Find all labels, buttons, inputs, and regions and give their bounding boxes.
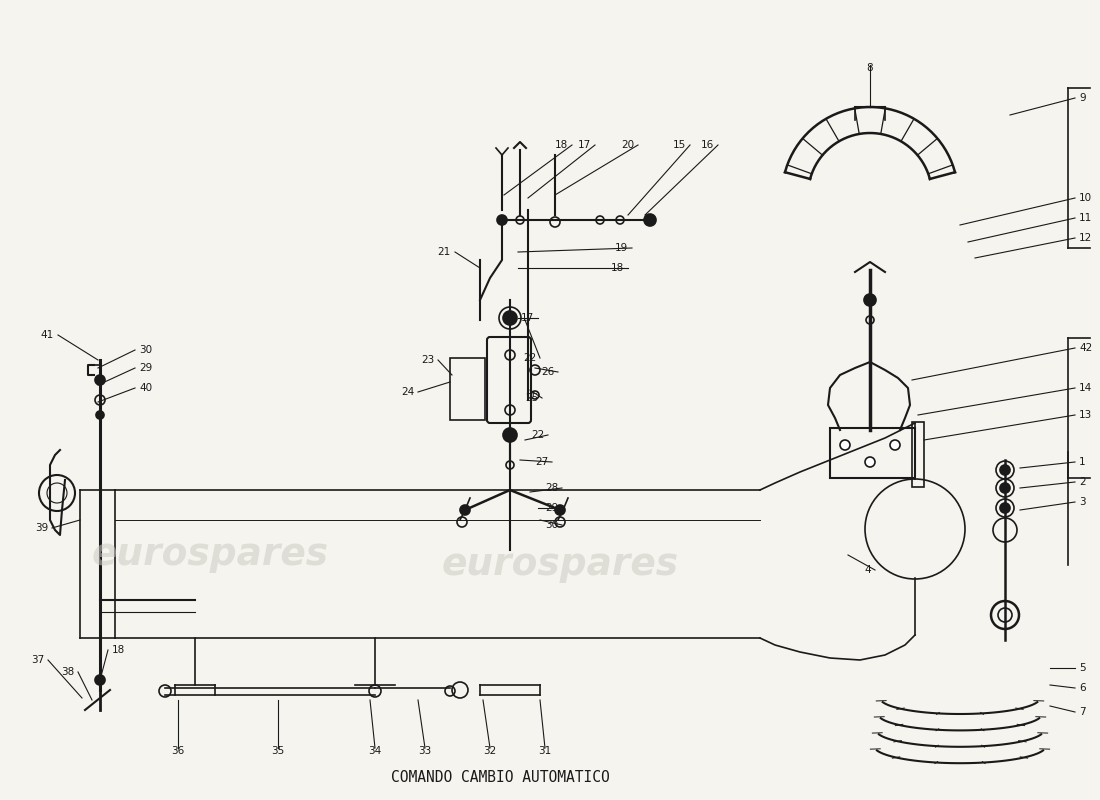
Text: 1: 1 [1079, 457, 1086, 467]
Text: 16: 16 [701, 140, 714, 150]
Text: 18: 18 [610, 263, 624, 273]
Circle shape [1000, 465, 1010, 475]
Text: 23: 23 [420, 355, 434, 365]
Text: 19: 19 [615, 243, 628, 253]
Text: 39: 39 [35, 523, 48, 533]
Text: 32: 32 [483, 746, 496, 756]
Circle shape [95, 675, 104, 685]
Text: 40: 40 [139, 383, 152, 393]
Text: 15: 15 [673, 140, 686, 150]
Text: eurospares: eurospares [441, 547, 679, 583]
Text: 31: 31 [538, 746, 551, 756]
Text: 34: 34 [368, 746, 382, 756]
Text: 22: 22 [522, 353, 536, 363]
Text: 10: 10 [1079, 193, 1092, 203]
Text: 25: 25 [525, 393, 538, 403]
Text: 17: 17 [578, 140, 591, 150]
Text: 22: 22 [530, 430, 544, 440]
Text: 18: 18 [554, 140, 568, 150]
Circle shape [497, 215, 507, 225]
Text: 17: 17 [520, 313, 534, 323]
Bar [912, 422, 924, 487]
Text: 38: 38 [60, 667, 74, 677]
Bar [830, 428, 915, 478]
Circle shape [556, 505, 565, 515]
Text: COMANDO CAMBIO AUTOMATICO: COMANDO CAMBIO AUTOMATICO [392, 770, 609, 785]
Circle shape [1000, 483, 1010, 493]
Text: 4: 4 [865, 565, 871, 575]
Text: 18: 18 [112, 645, 125, 655]
Text: 6: 6 [1079, 683, 1086, 693]
Text: 36: 36 [172, 746, 185, 756]
Text: 37: 37 [31, 655, 44, 665]
Text: 30: 30 [139, 345, 152, 355]
Circle shape [1000, 503, 1010, 513]
Text: 24: 24 [400, 387, 414, 397]
Text: 26: 26 [541, 367, 554, 377]
Text: 30: 30 [544, 520, 558, 530]
Circle shape [644, 214, 656, 226]
Circle shape [96, 411, 104, 419]
Circle shape [890, 440, 900, 450]
Circle shape [503, 311, 517, 325]
Text: 29: 29 [544, 503, 558, 513]
Circle shape [95, 375, 104, 385]
Circle shape [460, 505, 470, 515]
Circle shape [864, 294, 876, 306]
Text: 13: 13 [1079, 410, 1092, 420]
Circle shape [840, 440, 850, 450]
Text: 3: 3 [1079, 497, 1086, 507]
Text: 41: 41 [41, 330, 54, 340]
Text: 29: 29 [139, 363, 152, 373]
Text: 8: 8 [867, 63, 873, 73]
Text: 35: 35 [272, 746, 285, 756]
Circle shape [865, 457, 874, 467]
Text: 2: 2 [1079, 477, 1086, 487]
Text: 14: 14 [1079, 383, 1092, 393]
Text: 42: 42 [1079, 343, 1092, 353]
Text: 21: 21 [438, 247, 451, 257]
Text: 20: 20 [620, 140, 634, 150]
Bar [450, 358, 485, 420]
Text: 9: 9 [1079, 93, 1086, 103]
Text: 27: 27 [535, 457, 548, 467]
Text: 12: 12 [1079, 233, 1092, 243]
Circle shape [503, 428, 517, 442]
Text: eurospares: eurospares [91, 537, 329, 573]
Text: 33: 33 [418, 746, 431, 756]
Text: 7: 7 [1079, 707, 1086, 717]
Text: 11: 11 [1079, 213, 1092, 223]
Text: 28: 28 [544, 483, 558, 493]
Text: 5: 5 [1079, 663, 1086, 673]
